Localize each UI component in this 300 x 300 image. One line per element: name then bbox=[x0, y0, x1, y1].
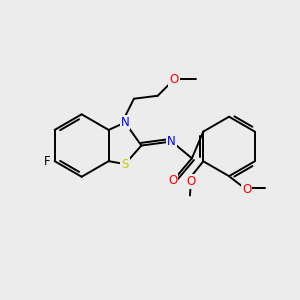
Text: O: O bbox=[186, 175, 195, 188]
Text: N: N bbox=[167, 136, 176, 148]
Text: N: N bbox=[121, 116, 129, 129]
Text: O: O bbox=[242, 183, 251, 196]
Text: O: O bbox=[169, 73, 179, 86]
Text: F: F bbox=[44, 154, 50, 168]
Text: O: O bbox=[168, 173, 177, 187]
Text: S: S bbox=[121, 158, 129, 171]
